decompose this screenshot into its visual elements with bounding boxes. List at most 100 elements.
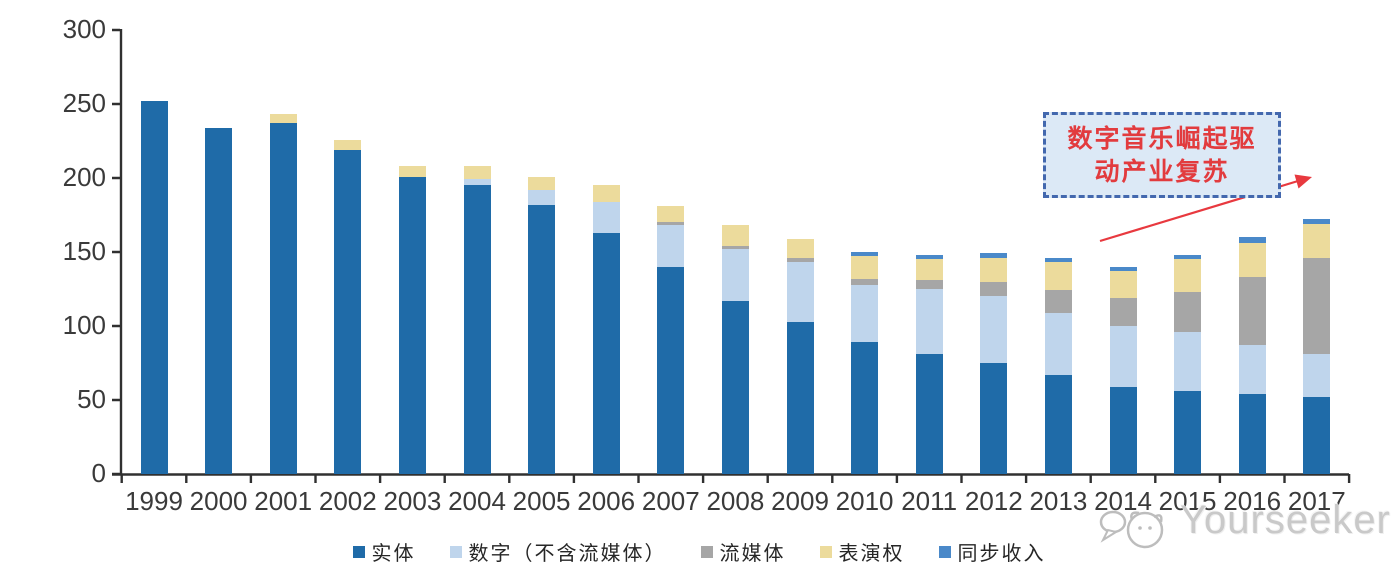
x-tick-label: 2017 — [1287, 486, 1346, 516]
bar-segment — [915, 289, 943, 355]
bar-segment — [721, 225, 749, 247]
x-tick-label: 2015 — [1158, 486, 1217, 516]
bar-segment — [1238, 243, 1266, 278]
bar-segment — [980, 296, 1008, 363]
bar-segment — [1238, 394, 1266, 474]
bar-segment — [915, 254, 943, 260]
legend-swatch — [938, 545, 951, 558]
bar-segment — [398, 166, 426, 177]
bar-segment — [205, 127, 233, 474]
y-tick-label: 200 — [62, 162, 106, 192]
bar-segment — [1044, 262, 1072, 291]
bar-segment — [915, 280, 943, 289]
bar-segment — [1109, 386, 1137, 474]
bar-segment — [1109, 271, 1137, 298]
x-tick-label: 2005 — [512, 486, 571, 516]
annotation-line-2: 动产业复苏 — [1094, 157, 1230, 186]
legend-item: 表演权 — [819, 537, 905, 566]
bar-segment — [1238, 237, 1266, 244]
bar-segment — [592, 185, 620, 202]
bar-segment — [140, 101, 168, 474]
bar-segment — [334, 139, 362, 150]
legend-item: 流媒体 — [700, 537, 786, 566]
watermark: Yourseeker — [1098, 498, 1391, 561]
bar-segment — [980, 281, 1008, 297]
bar-segment — [1109, 266, 1137, 272]
bar-segment — [851, 284, 879, 343]
legend-item: 数字（不含流媒体） — [449, 537, 667, 566]
bar-segment — [463, 166, 491, 180]
bar-segment — [915, 354, 943, 474]
bar-segment — [1303, 223, 1331, 258]
legend-label: 数字（不含流媒体） — [468, 541, 667, 565]
bar-segment — [851, 342, 879, 474]
legend-label: 表演权 — [838, 541, 905, 565]
bar-segment — [657, 225, 685, 267]
bar-segment — [1044, 312, 1072, 375]
x-tick-label: 2014 — [1094, 486, 1152, 516]
bar-segment — [592, 201, 620, 233]
bar-segment — [980, 253, 1008, 258]
x-tick-label: 2007 — [641, 486, 700, 516]
bar-segment — [786, 262, 814, 322]
x-tick-label: 2016 — [1223, 486, 1282, 516]
bar-segment — [721, 249, 749, 301]
legend-label: 实体 — [371, 541, 416, 565]
legend-item: 实体 — [352, 537, 416, 566]
bar-segment — [786, 238, 814, 258]
bar-segment — [1174, 254, 1202, 260]
legend-swatch — [819, 545, 832, 558]
x-tick-label: 2000 — [189, 486, 248, 516]
bar-segment — [786, 257, 814, 263]
x-tick-label: 2008 — [706, 486, 765, 516]
y-tick-label: 0 — [91, 458, 106, 488]
bar-segment — [1044, 374, 1072, 474]
x-tick-label: 2013 — [1029, 486, 1088, 516]
x-tick-label: 2009 — [771, 486, 829, 516]
bar-segment — [1044, 290, 1072, 313]
watermark-text: Yourseeker — [1180, 498, 1391, 542]
bar-segment — [657, 266, 685, 474]
legend-swatch — [700, 545, 713, 558]
x-tick-label: 2004 — [448, 486, 506, 516]
legend-swatch — [449, 545, 462, 558]
annotation-callout: 数字音乐崛起驱 动产业复苏 — [1043, 112, 1281, 198]
bar-segment — [398, 176, 426, 474]
bar-segment — [592, 232, 620, 474]
bar-segment — [1109, 326, 1137, 387]
bar-segment — [269, 123, 297, 474]
bar-segment — [528, 189, 556, 205]
bar-segment — [334, 149, 362, 474]
legend-item: 同步收入 — [938, 537, 1046, 566]
bar-segment — [915, 259, 943, 281]
bar-segment — [528, 204, 556, 474]
bar-segment — [1174, 291, 1202, 332]
x-tick-label: 1999 — [125, 486, 183, 516]
bar-segment — [980, 363, 1008, 474]
bar-segment — [463, 185, 491, 474]
bar-segment — [1174, 331, 1202, 392]
bar-segment — [1303, 219, 1331, 224]
bar-segment — [463, 179, 491, 186]
y-tick-label: 50 — [77, 384, 106, 414]
bar-segment — [269, 114, 297, 124]
chart-legend: 实体 数字（不含流媒体） 流媒体 表演权 同步收入 — [0, 537, 1398, 566]
x-tick-label: 2002 — [318, 486, 377, 516]
legend-label: 流媒体 — [719, 541, 786, 565]
bar-segment — [657, 222, 685, 226]
annotation-arrow-head — [1294, 174, 1312, 189]
x-tick-label: 2001 — [254, 486, 313, 516]
bar-segment — [851, 252, 879, 257]
bar-segment — [721, 300, 749, 474]
bar-segment — [1174, 391, 1202, 474]
x-tick-label: 2010 — [835, 486, 894, 516]
bar-segment — [980, 257, 1008, 282]
bar-segment — [1303, 397, 1331, 474]
yourseeker-logo-icon — [1098, 498, 1176, 561]
bar-segment — [1303, 354, 1331, 398]
bar-segment — [1238, 277, 1266, 346]
x-tick-label: 2011 — [901, 486, 958, 516]
y-tick-label: 150 — [62, 236, 106, 266]
x-tick-label: 2012 — [964, 486, 1023, 516]
